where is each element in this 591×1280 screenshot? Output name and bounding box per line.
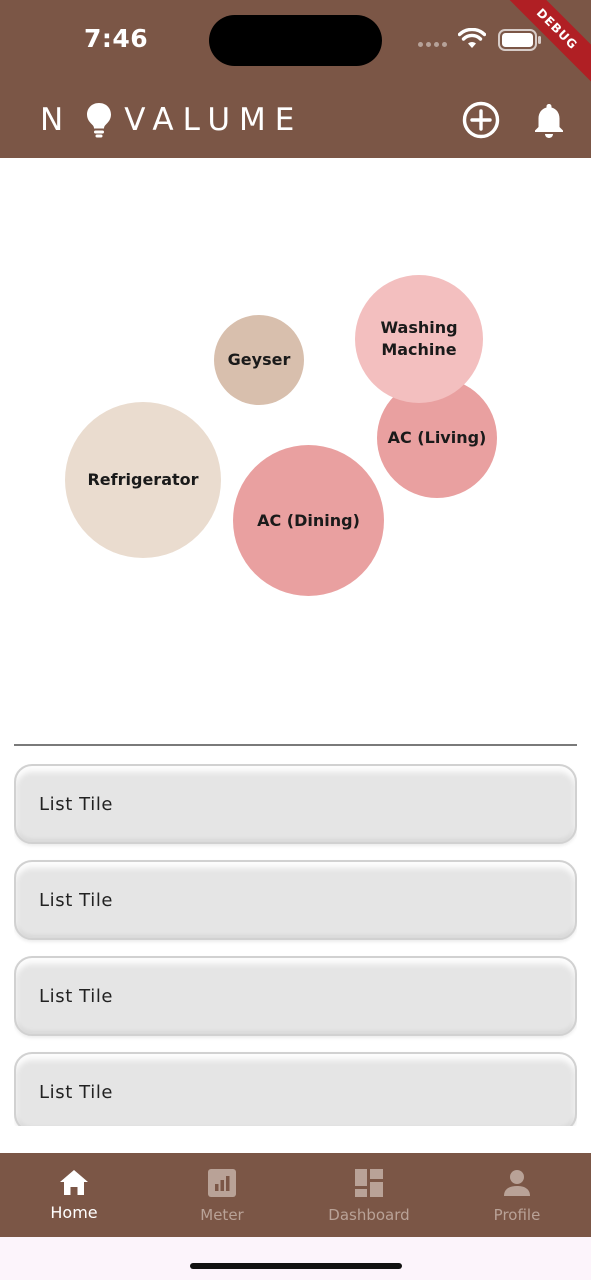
bubble-refrigerator[interactable]: Refrigerator [65, 402, 221, 558]
appliance-list: List Tile List Tile List Tile List Tile [14, 764, 577, 1126]
bubble-label: Refrigerator [87, 470, 199, 489]
app-logo: N VALUME [40, 100, 303, 140]
home-indicator[interactable] [190, 1263, 402, 1269]
nav-item-home[interactable]: Home [0, 1153, 148, 1237]
bar-chart-icon [208, 1169, 236, 1197]
status-time: 7:46 [84, 24, 149, 53]
bubble-ac-dining[interactable]: AC (Dining) [233, 445, 384, 596]
app-bar: 7:46 DEBUG N VALUME [0, 0, 591, 158]
appliance-bubble-chart: AC (Living) Washing Machine Geyser Refri… [0, 158, 591, 738]
list-item[interactable]: List Tile [14, 764, 577, 844]
nav-label-dashboard: Dashboard [328, 1206, 410, 1224]
bell-icon[interactable] [529, 100, 569, 140]
section-divider [14, 744, 577, 746]
bubble-washing-machine[interactable]: Washing Machine [355, 275, 483, 403]
logo-letter-n: N [40, 102, 73, 138]
nav-label-meter: Meter [200, 1206, 244, 1224]
dynamic-island [209, 15, 382, 66]
person-icon [504, 1170, 530, 1196]
dashboard-icon [355, 1169, 383, 1197]
nav-item-profile[interactable]: Profile [443, 1153, 591, 1237]
list-item[interactable]: List Tile [14, 1052, 577, 1126]
list-item-title: List Tile [39, 986, 114, 1007]
wifi-icon [458, 28, 486, 48]
bubble-label: Geyser [227, 350, 291, 369]
logo-wordmark: VALUME [124, 102, 304, 138]
bubble-geyser[interactable]: Geyser [214, 315, 304, 405]
nav-label-profile: Profile [493, 1206, 541, 1224]
list-item-title: List Tile [39, 794, 114, 815]
battery-icon [498, 29, 541, 51]
list-item-title: List Tile [39, 1082, 114, 1103]
nav-item-dashboard[interactable]: Dashboard [295, 1153, 443, 1237]
lightbulb-icon [87, 103, 112, 138]
bubble-label: AC (Living) [387, 428, 487, 447]
add-circle-icon[interactable] [461, 100, 501, 140]
status-indicators [418, 28, 542, 52]
list-item-title: List Tile [39, 890, 114, 911]
bubble-label: AC (Dining) [257, 510, 360, 530]
bottom-navigation-bar: Home Meter Dashboard Profile [0, 1153, 591, 1237]
home-indicator-area [0, 1237, 591, 1280]
bubble-label: Washing Machine [380, 318, 458, 359]
home-icon [60, 1170, 88, 1195]
list-item[interactable]: List Tile [14, 860, 577, 940]
nav-item-meter[interactable]: Meter [148, 1153, 296, 1237]
nav-label-home: Home [50, 1203, 98, 1222]
list-item[interactable]: List Tile [14, 956, 577, 1036]
signal-dots-icon [418, 42, 447, 47]
